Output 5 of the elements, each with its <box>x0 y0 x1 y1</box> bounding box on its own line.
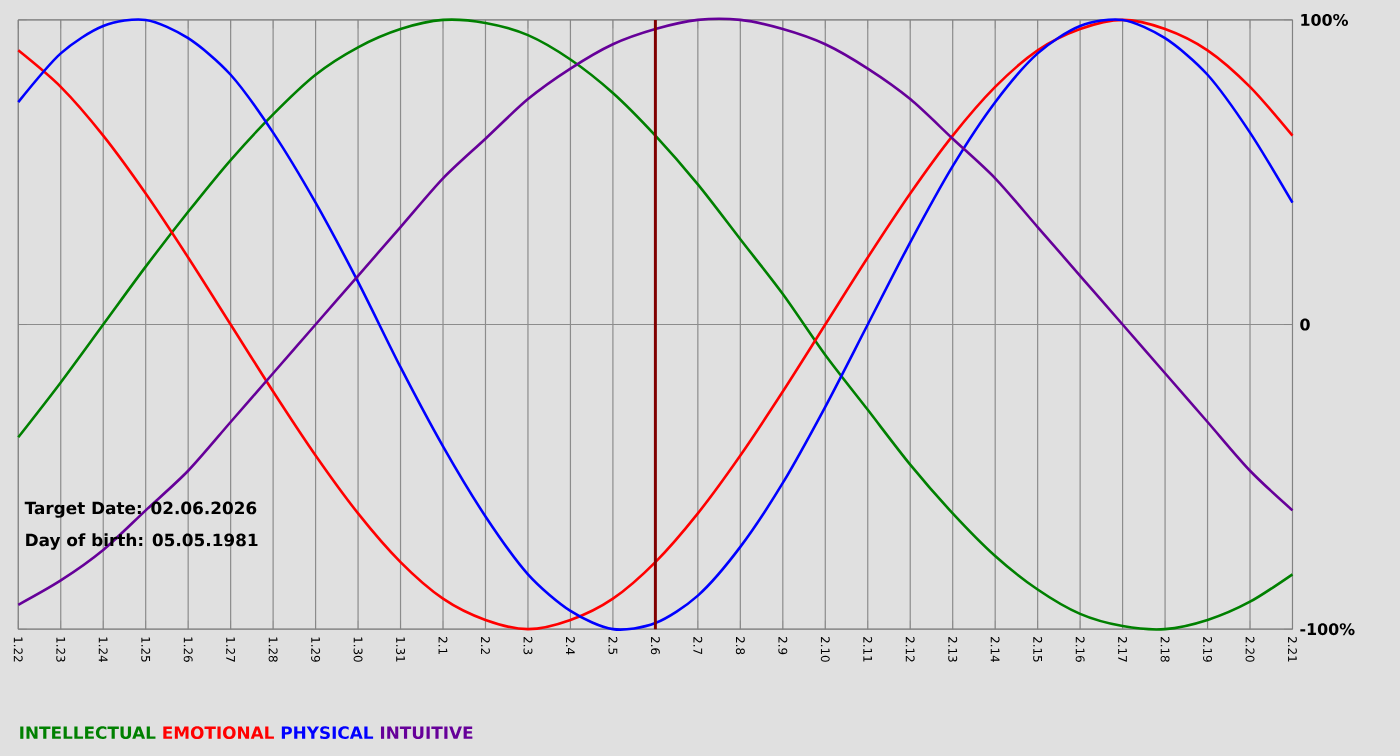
text: INTUITIVE <box>380 726 473 739</box>
text: INTELLECTUAL <box>20 726 156 739</box>
annotation: Target Date: 02.06.2026 <box>24 501 257 518</box>
text: PHYSICAL <box>281 726 374 739</box>
text: EMOTIONAL <box>163 726 274 739</box>
